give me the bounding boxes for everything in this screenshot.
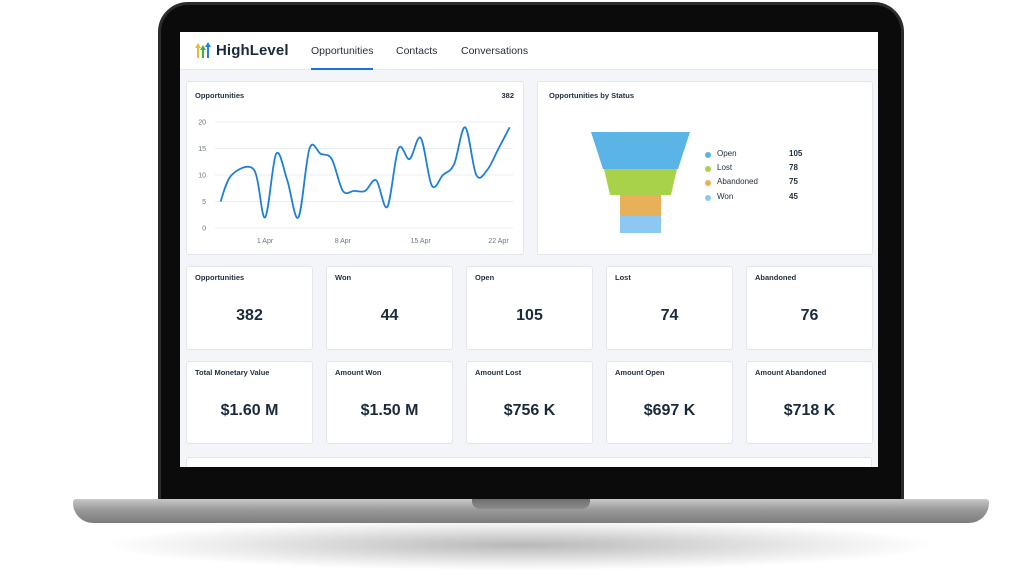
legend-item-won: Won 45 <box>705 192 815 204</box>
opportunities-chart-card: Opportunities 382 0 5 10 15 20 1 Apr 8 Apr 15 A… <box>186 81 524 255</box>
stat-label: Won <box>335 273 352 282</box>
top-navigation-bar: HighLevel Opportunities Contacts Convers… <box>180 32 878 70</box>
stat-value: $756 K <box>503 402 556 419</box>
stat-value: 105 <box>516 307 543 324</box>
x-tick-label: 22 Apr <box>488 238 509 245</box>
legend-label-abandoned: Abandoned <box>717 177 758 186</box>
opportunities-line-chart: 0 5 10 15 20 1 Apr 8 Apr 15 Apr 22 Apr <box>198 120 513 245</box>
x-tick-label: 15 Apr <box>411 238 432 245</box>
stat-value: $1.50 M <box>360 402 419 419</box>
y-tick-label: 15 <box>198 146 206 153</box>
stat-value: 74 <box>660 307 679 324</box>
funnel-segment-abandoned <box>620 195 661 216</box>
stat-value: 382 <box>236 307 263 324</box>
opportunities-series-line <box>219 126 511 219</box>
laptop-notch <box>472 499 590 509</box>
stat-card-abandoned[interactable]: Abandoned 76 <box>746 266 873 350</box>
legend-dot-won <box>705 195 711 201</box>
funnel-card-title: Opportunities by Status <box>549 91 635 100</box>
logo-text: HighLevel <box>216 42 289 59</box>
x-tick-label: 8 Apr <box>335 238 352 245</box>
stat-card-open[interactable]: Open 105 <box>466 266 593 350</box>
legend-label-lost: Lost <box>717 163 733 172</box>
tab-conversations[interactable]: Conversations <box>461 45 529 57</box>
stat-value: 44 <box>380 307 399 324</box>
legend-value-abandoned: 75 <box>789 177 798 186</box>
stat-card-amount-won[interactable]: Amount Won $1.50 M <box>326 361 453 444</box>
stat-card-amount-open[interactable]: Amount Open $697 K <box>606 361 733 444</box>
legend-value-lost: 78 <box>789 163 798 172</box>
legend-item-open: Open 105 <box>705 149 815 161</box>
legend-dot-lost <box>705 166 711 172</box>
legend-item-abandoned: Abandoned 75 <box>705 177 815 189</box>
y-tick-label: 20 <box>198 120 206 127</box>
stat-value: $697 K <box>643 402 696 419</box>
legend-dot-open <box>705 152 711 158</box>
stat-label: Amount Lost <box>475 368 522 377</box>
funnel-segment-won <box>620 216 661 233</box>
legend-item-lost: Lost 78 <box>705 163 815 175</box>
stat-value: $718 K <box>783 402 836 419</box>
stat-card-amount-abandoned[interactable]: Amount Abandoned $718 K <box>746 361 873 444</box>
stat-card-amount-lost[interactable]: Amount Lost $756 K <box>466 361 593 444</box>
stat-label: Lost <box>615 273 631 282</box>
legend-label-open: Open <box>717 149 737 158</box>
stat-card-total-monetary-value[interactable]: Total Monetary Value $1.60 M <box>186 361 313 444</box>
laptop-shadow <box>110 520 930 570</box>
y-tick-label: 0 <box>202 226 206 233</box>
legend-label-won: Won <box>717 192 734 201</box>
opportunities-by-status-card: Opportunities by Status Open 105 Lost 78… <box>537 81 873 255</box>
stat-label: Total Monetary Value <box>195 368 270 377</box>
legend-value-open: 105 <box>789 149 803 158</box>
stat-card-lost[interactable]: Lost 74 <box>606 266 733 350</box>
status-funnel-chart <box>591 132 690 233</box>
app-screen: HighLevel Opportunities Contacts Convers… <box>180 32 878 467</box>
chart-card-title: Opportunities <box>195 91 245 100</box>
stat-card-opportunities[interactable]: Opportunities 382 <box>186 266 313 350</box>
stat-label: Amount Abandoned <box>755 368 827 377</box>
stat-label: Opportunities <box>195 273 245 282</box>
stat-label: Open <box>475 273 495 282</box>
stat-card-won[interactable]: Won 44 <box>326 266 453 350</box>
funnel-segment-open <box>591 132 690 169</box>
legend-value-won: 45 <box>789 192 798 201</box>
y-tick-label: 5 <box>202 199 206 206</box>
chart-card-count: 382 <box>501 91 514 100</box>
tab-contacts[interactable]: Contacts <box>396 45 438 57</box>
stat-value: 76 <box>800 307 819 324</box>
stat-label: Amount Won <box>335 368 382 377</box>
y-tick-label: 10 <box>198 173 206 180</box>
logo-arrows-icon <box>195 42 211 58</box>
stat-label: Abandoned <box>755 273 797 282</box>
stat-label: Amount Open <box>615 368 665 377</box>
bottom-panel-edge <box>186 457 872 467</box>
funnel-segment-lost <box>604 169 677 195</box>
x-tick-label: 1 Apr <box>257 238 274 245</box>
stat-value: $1.60 M <box>220 402 279 419</box>
highlevel-logo[interactable]: HighLevel <box>194 42 289 59</box>
legend-dot-abandoned <box>705 180 711 186</box>
tab-opportunities[interactable]: Opportunities <box>311 45 374 70</box>
